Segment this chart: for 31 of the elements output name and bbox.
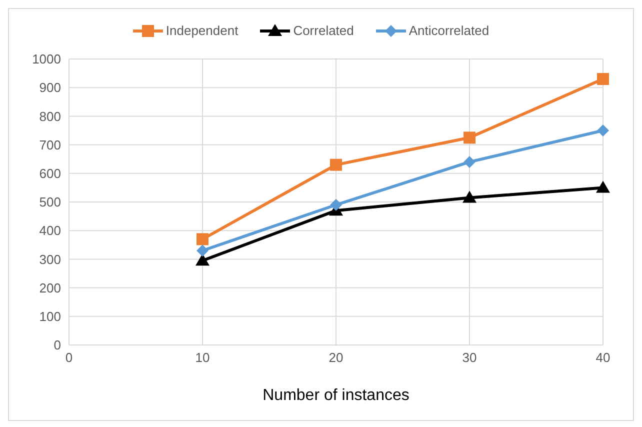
legend-label: Correlated bbox=[293, 23, 354, 38]
x-tick-label: 0 bbox=[65, 350, 73, 366]
y-tick-label: 1000 bbox=[32, 52, 61, 67]
y-tick-label: 900 bbox=[39, 80, 61, 96]
point bbox=[464, 132, 476, 144]
y-tick-label: 700 bbox=[39, 137, 61, 152]
y-tick-label: 500 bbox=[39, 194, 61, 210]
point bbox=[330, 198, 342, 211]
point bbox=[196, 244, 208, 257]
point bbox=[596, 180, 610, 193]
legend-label: Anticorrelated bbox=[408, 23, 490, 38]
point bbox=[330, 158, 342, 171]
x-tick-label: 30 bbox=[462, 350, 477, 366]
y-tick-label: 100 bbox=[39, 309, 61, 324]
point bbox=[597, 73, 609, 86]
y-tick-label: 200 bbox=[39, 280, 61, 296]
y-tick-label: 600 bbox=[39, 166, 61, 182]
point bbox=[196, 233, 208, 246]
point bbox=[464, 156, 476, 168]
legend-label: Independent bbox=[166, 23, 238, 38]
y-tick-label: 300 bbox=[39, 252, 61, 267]
x-tick-label: 40 bbox=[596, 350, 610, 366]
y-tick-label: 800 bbox=[39, 108, 61, 124]
point bbox=[462, 190, 476, 203]
y-tick-label: 400 bbox=[39, 223, 61, 238]
point bbox=[196, 254, 210, 266]
x-tick-label: 20 bbox=[328, 350, 344, 366]
x-tick-label: 10 bbox=[195, 350, 210, 366]
point bbox=[597, 124, 609, 136]
y-tick-label: 0 bbox=[54, 338, 61, 353]
x-axis-title: Number of instances bbox=[262, 387, 410, 404]
